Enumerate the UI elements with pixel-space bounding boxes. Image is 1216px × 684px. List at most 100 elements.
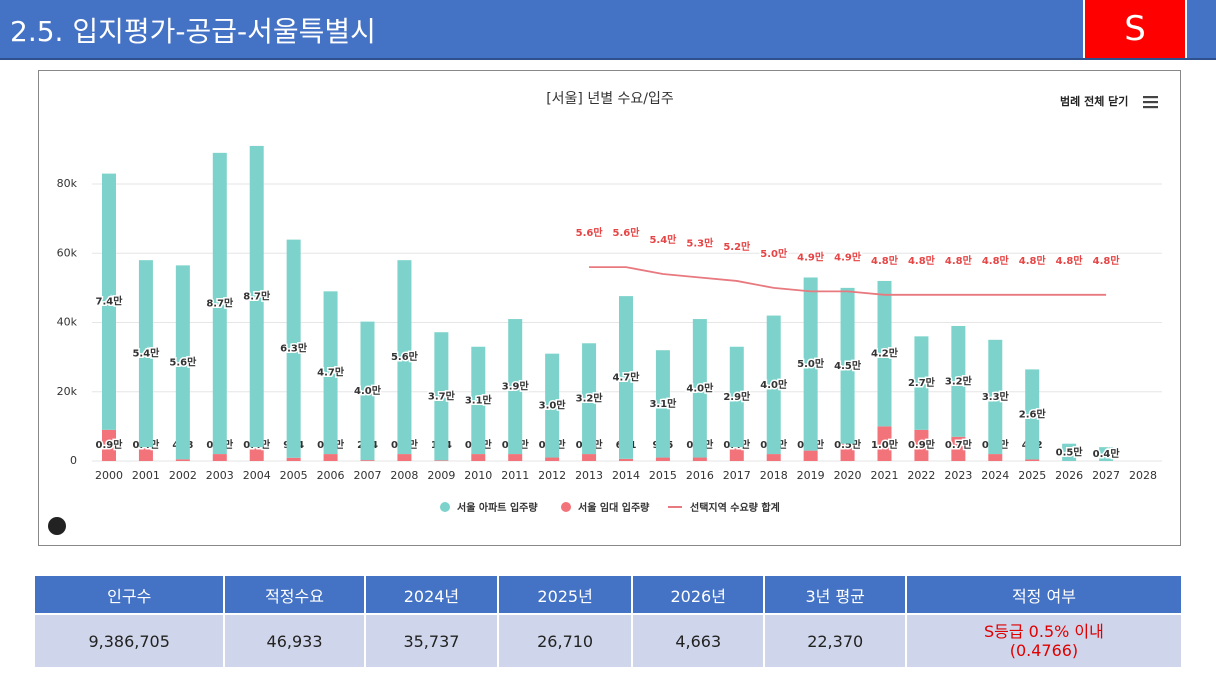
header: 2.5. 입지평가-공급-서울특별시 S — [0, 0, 1216, 60]
header-cell: 3년 평균 — [763, 574, 907, 615]
bar — [840, 287, 855, 444]
bar — [582, 343, 597, 455]
bar — [1062, 443, 1077, 461]
line-label: 5.3만 — [686, 236, 714, 249]
x-tick-label: 2016 — [686, 469, 714, 482]
line-label: 4.9만 — [834, 250, 862, 263]
x-tick-label: 2023 — [944, 469, 972, 482]
header-title: 2.5. 입지평가-공급-서울특별시 — [10, 15, 376, 48]
y-tick-label: 60k — [57, 246, 78, 259]
data-label: 0.4만 — [1093, 447, 1121, 460]
x-tick-label: 2017 — [723, 469, 751, 482]
data-label: 0.9만 — [908, 438, 936, 451]
data-label: 4.2만 — [871, 347, 899, 360]
data-label: 8.7만 — [206, 296, 234, 309]
data-label: 3.7만 — [428, 389, 456, 402]
bar — [434, 460, 449, 461]
data-label: 2.6만 — [1019, 407, 1047, 420]
summary-table: 인구수 적정수요 2024년 2025년 2026년 3년 평균 적정 여부 9,386,70… — [32, 574, 1184, 669]
bar — [175, 265, 190, 460]
x-tick-label: 2003 — [206, 469, 234, 482]
x-tick-label: 2010 — [464, 469, 492, 482]
x-tick-label: 2024 — [981, 469, 1009, 482]
bar — [988, 454, 1003, 461]
line-label: 4.8만 — [945, 254, 973, 267]
menu-icon[interactable] — [1143, 96, 1158, 109]
bar — [877, 426, 892, 461]
x-tick-label: 2014 — [612, 469, 640, 482]
chart-title: [서울] 년별 수요/입주 — [546, 91, 674, 107]
x-tick-label: 2021 — [871, 469, 899, 482]
x-tick-label: 2001 — [132, 469, 160, 482]
bar — [508, 454, 523, 461]
legend-swatch — [561, 502, 571, 512]
data-label: 3.9만 — [502, 380, 530, 393]
bar — [286, 239, 301, 458]
bar — [951, 436, 966, 461]
legend-label: 선택지역 수요량 합계 — [690, 501, 780, 514]
line-label: 4.8만 — [1019, 254, 1047, 267]
table-row: 인구수 적정수요 2024년 2025년 2026년 3년 평균 적정 여부 — [32, 574, 1184, 615]
bar — [212, 152, 227, 455]
line-label: 4.8만 — [1056, 254, 1084, 267]
table-cell: 46,933 — [223, 613, 366, 669]
data-label: 5.6만 — [169, 355, 197, 368]
table-cell: 4,663 — [630, 613, 766, 669]
data-label: 7.4만 — [96, 295, 124, 308]
bar — [692, 319, 707, 458]
legend-toggle[interactable]: 범례 전체 닫기 — [1060, 94, 1128, 108]
x-tick-label: 2018 — [760, 469, 788, 482]
table-cell: S등급 0.5% 이내 (0.4766) — [904, 613, 1184, 669]
table-cell: 22,370 — [763, 613, 907, 669]
bar — [655, 350, 670, 458]
data-label: 4.7만 — [317, 366, 345, 379]
line-label: 5.4만 — [649, 233, 677, 246]
bar — [840, 443, 855, 461]
x-tick-label: 2002 — [169, 469, 197, 482]
legend-label: 서울 임대 입주량 — [578, 501, 650, 514]
bar — [914, 336, 929, 430]
line-label: 4.8만 — [871, 254, 899, 267]
bar — [582, 454, 597, 461]
bar — [508, 319, 523, 455]
data-label: 2.9만 — [723, 390, 751, 403]
data-label: 0.9만 — [96, 438, 124, 451]
bar — [471, 454, 486, 461]
bar — [803, 450, 818, 461]
data-label: 5.0만 — [797, 357, 825, 370]
data-label: 3.3만 — [982, 390, 1010, 403]
bar — [729, 346, 744, 448]
data-label: 3.1만 — [465, 393, 493, 406]
y-tick-label: 0 — [70, 454, 77, 467]
data-label: 0.5만 — [1056, 445, 1084, 458]
x-tick-label: 2028 — [1129, 469, 1157, 482]
x-tick-label: 2006 — [317, 469, 345, 482]
bar — [397, 454, 412, 461]
x-tick-label: 2020 — [834, 469, 862, 482]
x-tick-label: 2027 — [1092, 469, 1120, 482]
line-label: 5.2만 — [723, 240, 751, 253]
bar — [766, 315, 781, 455]
cell-line: (0.4766) — [1009, 641, 1079, 660]
legend-swatch — [440, 502, 450, 512]
line-label: 5.0만 — [760, 247, 788, 260]
bar — [360, 460, 375, 461]
header-cell: 인구수 — [32, 574, 226, 615]
data-label: 4.0만 — [686, 381, 714, 394]
header-cell: 2025년 — [497, 574, 633, 615]
bar — [545, 457, 560, 461]
bar — [323, 454, 338, 461]
data-label: 5.6만 — [391, 350, 419, 363]
bar — [619, 458, 633, 461]
bar — [138, 447, 153, 461]
table-cell: 35,737 — [363, 613, 500, 669]
bar — [471, 346, 486, 455]
cell-line: S등급 0.5% 이내 — [984, 622, 1104, 641]
bar — [914, 429, 929, 461]
line — [589, 266, 1107, 296]
grade-badge: S — [1083, 0, 1187, 58]
data-label: 4.5만 — [834, 359, 862, 372]
table-row: 9,386,705 46,933 35,737 26,710 4,663 22,370 S등… — [32, 613, 1184, 669]
data-label: 8.7만 — [243, 290, 271, 303]
